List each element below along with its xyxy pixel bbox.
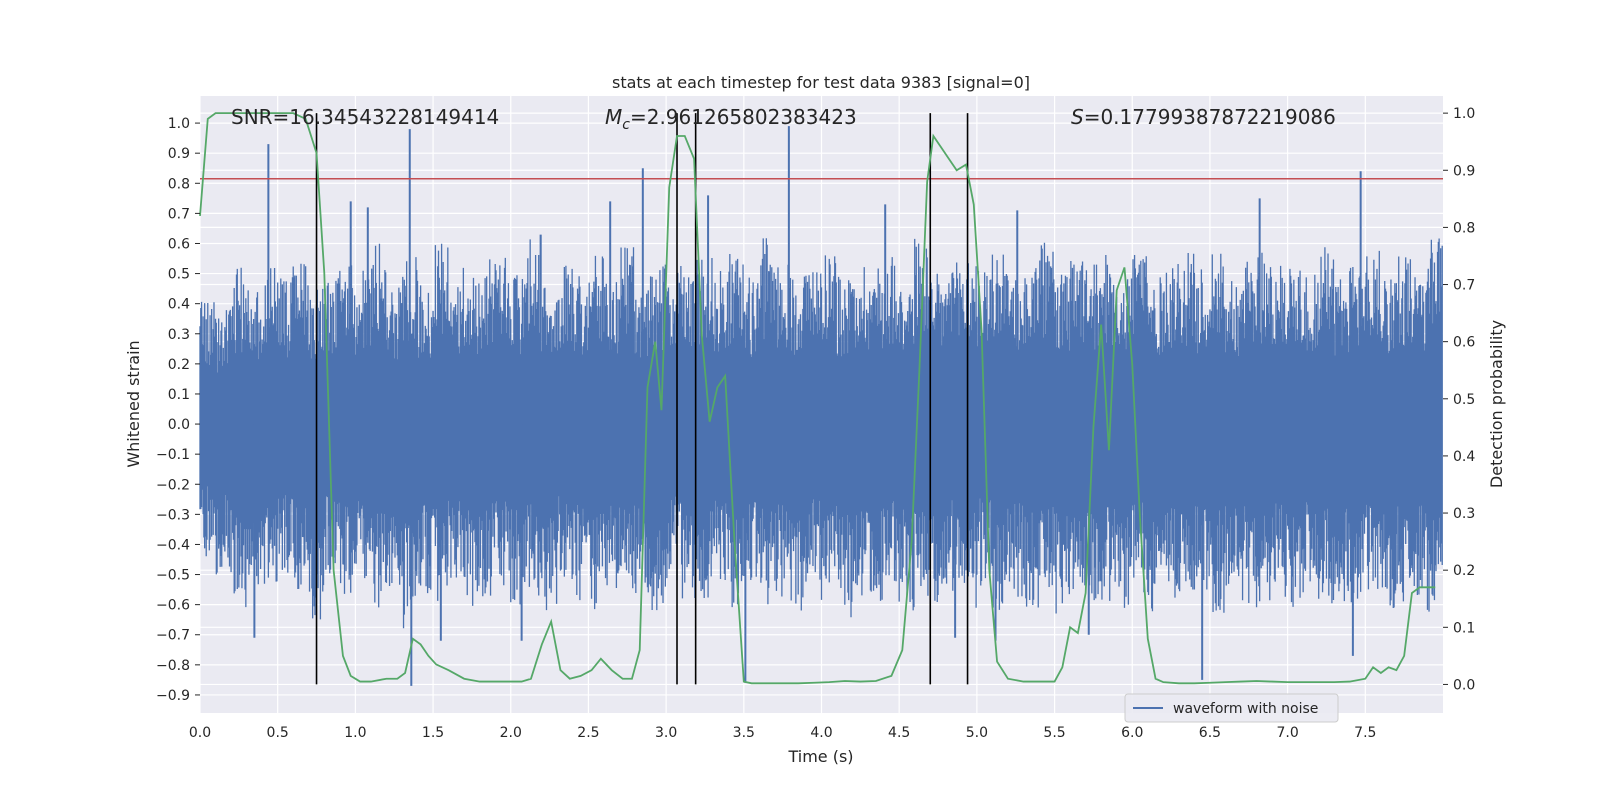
x-tick-label-14: 7.0 [1276,725,1298,741]
s-annotation: S=0.17799387872219086 [1071,105,1336,129]
y-tick-label-10: 0.0 [168,417,190,433]
y-tick-label-11: −0.1 [156,447,190,463]
chirp-mass-subscript: c [622,117,630,133]
x-tick-label-15: 7.5 [1354,725,1376,741]
x-tick-label-11: 5.5 [1043,725,1065,741]
y2-tick-label-1: 0.9 [1453,163,1475,179]
x-axis-label: Time (s) [787,747,853,766]
y2-tick-label-10: 0.0 [1453,677,1475,693]
detection-probability-line [199,112,1436,685]
y2-tick-label-6: 0.4 [1453,449,1475,465]
x-tick-label-6: 3.0 [655,725,677,741]
s-symbol: S [1071,105,1084,129]
snr-annotation: SNR=16.34543228149414 [231,105,499,129]
y-tick-label-1: 0.9 [168,146,190,162]
y-tick-label-6: 0.4 [168,297,190,313]
y2-tick-label-7: 0.3 [1453,506,1475,522]
x-tick-label-12: 6.0 [1121,725,1143,741]
y-tick-label-17: −0.7 [156,628,190,644]
s-value: =0.17799387872219086 [1084,105,1336,129]
x-tick-label-4: 2.0 [500,725,522,741]
y-tick-label-19: −0.9 [156,688,190,704]
y2-tick-label-5: 0.5 [1453,392,1475,408]
x-tick-label-9: 4.5 [888,725,910,741]
y-tick-label-7: 0.3 [168,327,190,343]
x-tick-label-7: 3.5 [733,725,755,741]
x-axis-ticks: 0.0 0.5 1.0 1.5 2.0 2.5 3.0 3.5 4.0 4.5 5.0 5.5 6.0 6… [189,725,1377,741]
y2-tick-label-2: 0.8 [1453,220,1475,236]
y-tick-label-3: 0.7 [168,206,190,222]
y2-tick-label-4: 0.6 [1453,335,1475,351]
y-tick-label-9: 0.1 [168,387,190,403]
y-tick-label-8: 0.2 [168,357,190,373]
x-tick-label-10: 5.0 [966,725,988,741]
y-tick-label-15: −0.5 [156,568,190,584]
y-tick-label-12: −0.2 [156,477,190,493]
y-tick-label-14: −0.4 [156,537,190,553]
x-tick-label-2: 1.0 [344,725,366,741]
y-tick-label-16: −0.6 [156,598,190,614]
x-tick-label-3: 1.5 [422,725,444,741]
waveform-noise-band [199,234,1443,629]
chirp-mass-symbol: M [605,105,622,129]
chirp-mass-annotation: Mc=2.961265802383423 [605,105,857,133]
legend-entry-waveform: waveform with noise [1173,701,1318,717]
y-tick-label-5: 0.5 [168,267,190,283]
y-tick-label-0: 1.0 [168,116,190,132]
y-axis-label: Whitened strain [124,340,143,467]
y2-axis-label: Detection probability [1487,320,1506,488]
y-tick-label-18: −0.8 [156,658,190,674]
y2-tick-label-8: 0.2 [1453,563,1475,579]
x-tick-label-13: 6.5 [1199,725,1221,741]
y-axis-ticks: 1.0 0.9 0.8 0.7 0.6 0.5 0.4 0.3 0.2 0.1 0.0 −0.1 −0.… [156,116,200,704]
detection-probability-series [199,112,1436,685]
y2-tick-label-9: 0.1 [1453,620,1475,636]
chirp-mass-value: =2.961265802383423 [630,105,857,129]
y2-tick-label-3: 0.7 [1453,278,1475,294]
legend: waveform with noise [1124,693,1339,723]
legend-box [1124,693,1339,723]
x-tick-label-0: 0.0 [189,725,211,741]
chart-title: stats at each timestep for test data 938… [612,73,1030,92]
y-tick-label-2: 0.8 [168,176,190,192]
y2-axis-ticks: 1.0 0.9 0.8 0.7 0.6 0.5 0.4 0.3 0.2 0.1 0.0 [1443,106,1475,693]
x-tick-label-8: 4.0 [810,725,832,741]
y2-tick-label-0: 1.0 [1453,106,1475,122]
x-tick-label-5: 2.5 [577,725,599,741]
y-tick-label-4: 0.6 [168,236,190,252]
x-tick-label-1: 0.5 [267,725,289,741]
y-tick-label-13: −0.3 [156,507,190,523]
